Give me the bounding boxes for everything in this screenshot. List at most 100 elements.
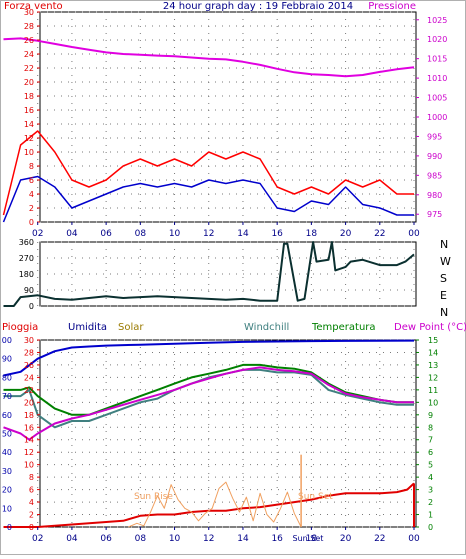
p1-right-tick-label: 1015 — [427, 55, 447, 64]
p2-left-tick-label: 180 — [19, 270, 34, 279]
p3-right-tick-label: 0 — [428, 523, 433, 532]
p2-left-tick-label: 90 — [24, 286, 34, 295]
p3-right-tick-label: 3 — [428, 486, 433, 495]
p1-left-tick-label: 22 — [24, 64, 34, 73]
panel-2-frame — [39, 241, 417, 307]
p3-right-tick-label: 2 — [428, 498, 433, 507]
p1-x-tick-label: 02 — [32, 229, 43, 239]
p1-right-tick-label: 1000 — [427, 113, 447, 122]
p3-rain-tick-label: 50 — [2, 430, 12, 439]
direction-label-w: W — [440, 255, 451, 268]
p3-x-tick-label: 14 — [237, 534, 249, 544]
p1-left-tick-label: 30 — [24, 8, 34, 17]
p1-x-tick-label: 08 — [135, 229, 147, 239]
p3-right-tick-label: 8 — [428, 423, 433, 432]
p1-right-tick-label: 980 — [427, 191, 442, 200]
p1-left-tick-label: 20 — [24, 78, 34, 87]
p1-left-tick-label: 26 — [24, 36, 34, 45]
pressure-axis-title: Pressione — [368, 1, 416, 12]
p3-humidity-tick-label: 22 — [24, 386, 34, 395]
p1-x-tick-label: 16 — [271, 229, 283, 239]
direction-label-e: E — [440, 289, 447, 302]
p2-left-tick-label: 0 — [29, 302, 34, 311]
series-forza-vento-line — [2, 175, 414, 223]
wind-axis-title: Forza vento — [4, 1, 63, 12]
legend-pioggia: Pioggia — [2, 322, 38, 333]
legend-temperatura: Temperatura — [311, 322, 376, 333]
p3-humidity-tick-label: 28 — [24, 348, 34, 357]
p3-rain-tick-label: 10 — [2, 504, 12, 513]
series-direction-line — [3, 241, 415, 307]
p1-left-tick-label: 16 — [24, 106, 34, 115]
p1-left-tick-label: 10 — [24, 148, 34, 157]
p1-right-tick-label: 1010 — [427, 74, 447, 83]
p2-left-tick-label: 270 — [19, 254, 34, 263]
p3-right-tick-label: 15 — [428, 336, 438, 345]
p1-right-tick-label: 1020 — [427, 35, 447, 44]
p3-humidity-tick-label: 16 — [24, 423, 34, 432]
direction-label-n-top: N — [440, 238, 448, 251]
annotation-sun-rise: Sun Rise — [134, 492, 173, 502]
p3-rain-tick-label: 40 — [2, 448, 12, 457]
p3-rain-tick-label: 0 — [7, 523, 12, 532]
legend-solar: Solar — [118, 322, 144, 333]
p3-humidity-tick-label: 24 — [24, 373, 34, 382]
p2-left-tick-label: 360 — [19, 238, 34, 247]
series-dew-point-line — [3, 366, 414, 441]
p3-x-tick-label: 08 — [135, 534, 147, 544]
p3-x-sunset-label: Sun Set — [293, 534, 324, 543]
p3-right-tick-label: 14 — [428, 348, 438, 357]
series-umidita-line — [3, 339, 415, 377]
p1-x-tick-label: 10 — [169, 229, 181, 239]
p3-humidity-tick-label: 18 — [24, 411, 34, 420]
p1-x-tick-label: 12 — [203, 229, 214, 239]
series-pioggia-line — [3, 482, 415, 528]
p3-right-tick-label: 13 — [428, 361, 438, 370]
p3-right-tick-label: 11 — [428, 386, 438, 395]
p1-x-tick-label: 22 — [374, 229, 385, 239]
p3-humidity-tick-label: 8 — [29, 473, 34, 482]
p1-right-tick-label: 1005 — [427, 94, 447, 103]
p3-right-tick-label: 12 — [428, 373, 438, 382]
p1-left-tick-label: 28 — [24, 22, 34, 31]
series-solar-line — [128, 481, 302, 528]
p3-x-tick-label: 18 — [306, 534, 318, 544]
p3-x-tick-label: 04 — [66, 534, 78, 544]
p3-humidity-tick-label: 26 — [24, 361, 34, 370]
p3-right-tick-label: 1 — [428, 511, 433, 520]
series-layer — [2, 37, 415, 528]
p1-right-tick-label: 975 — [427, 210, 442, 219]
p3-humidity-tick-label: 0 — [29, 523, 34, 532]
p3-right-tick-label: 7 — [428, 436, 433, 445]
legend-windchill: Windchill — [244, 322, 289, 333]
p3-humidity-tick-label: 20 — [24, 398, 34, 407]
p1-right-tick-label: 1025 — [427, 16, 447, 25]
p3-right-tick-label: 10 — [428, 398, 438, 407]
p3-humidity-tick-label: 4 — [29, 498, 34, 507]
p1-x-tick-label: 04 — [66, 229, 78, 239]
p1-left-tick-label: 12 — [24, 134, 34, 143]
p3-rain-tick-label: 70 — [2, 392, 12, 401]
p1-left-tick-label: 8 — [29, 162, 34, 171]
series-raffica-line — [2, 130, 414, 216]
p1-left-tick-label: 4 — [29, 190, 34, 199]
p3-rain-tick-label: 100 — [0, 336, 12, 345]
p1-right-tick-label: 995 — [427, 132, 442, 141]
p3-x-tick-label: 12 — [203, 534, 214, 544]
p3-x-tick-label: 02 — [32, 534, 43, 544]
p3-x-tick-label: 06 — [100, 534, 112, 544]
p1-x-tick-label: 14 — [237, 229, 249, 239]
p3-x-tick-label: 20 — [340, 534, 352, 544]
annotation-sun-set: Sun Set — [298, 492, 333, 502]
p3-x-tick-label: 16 — [271, 534, 283, 544]
p3-humidity-tick-label: 2 — [29, 511, 34, 520]
chart-backgrounds — [39, 11, 417, 528]
p3-x-tick-label: 00 — [408, 534, 420, 544]
p1-left-tick-label: 6 — [29, 176, 34, 185]
p1-left-tick-label: 18 — [24, 92, 34, 101]
direction-label-n-bottom: N — [440, 306, 448, 319]
p3-right-tick-label: 9 — [428, 411, 433, 420]
p3-humidity-tick-label: 14 — [24, 436, 34, 445]
